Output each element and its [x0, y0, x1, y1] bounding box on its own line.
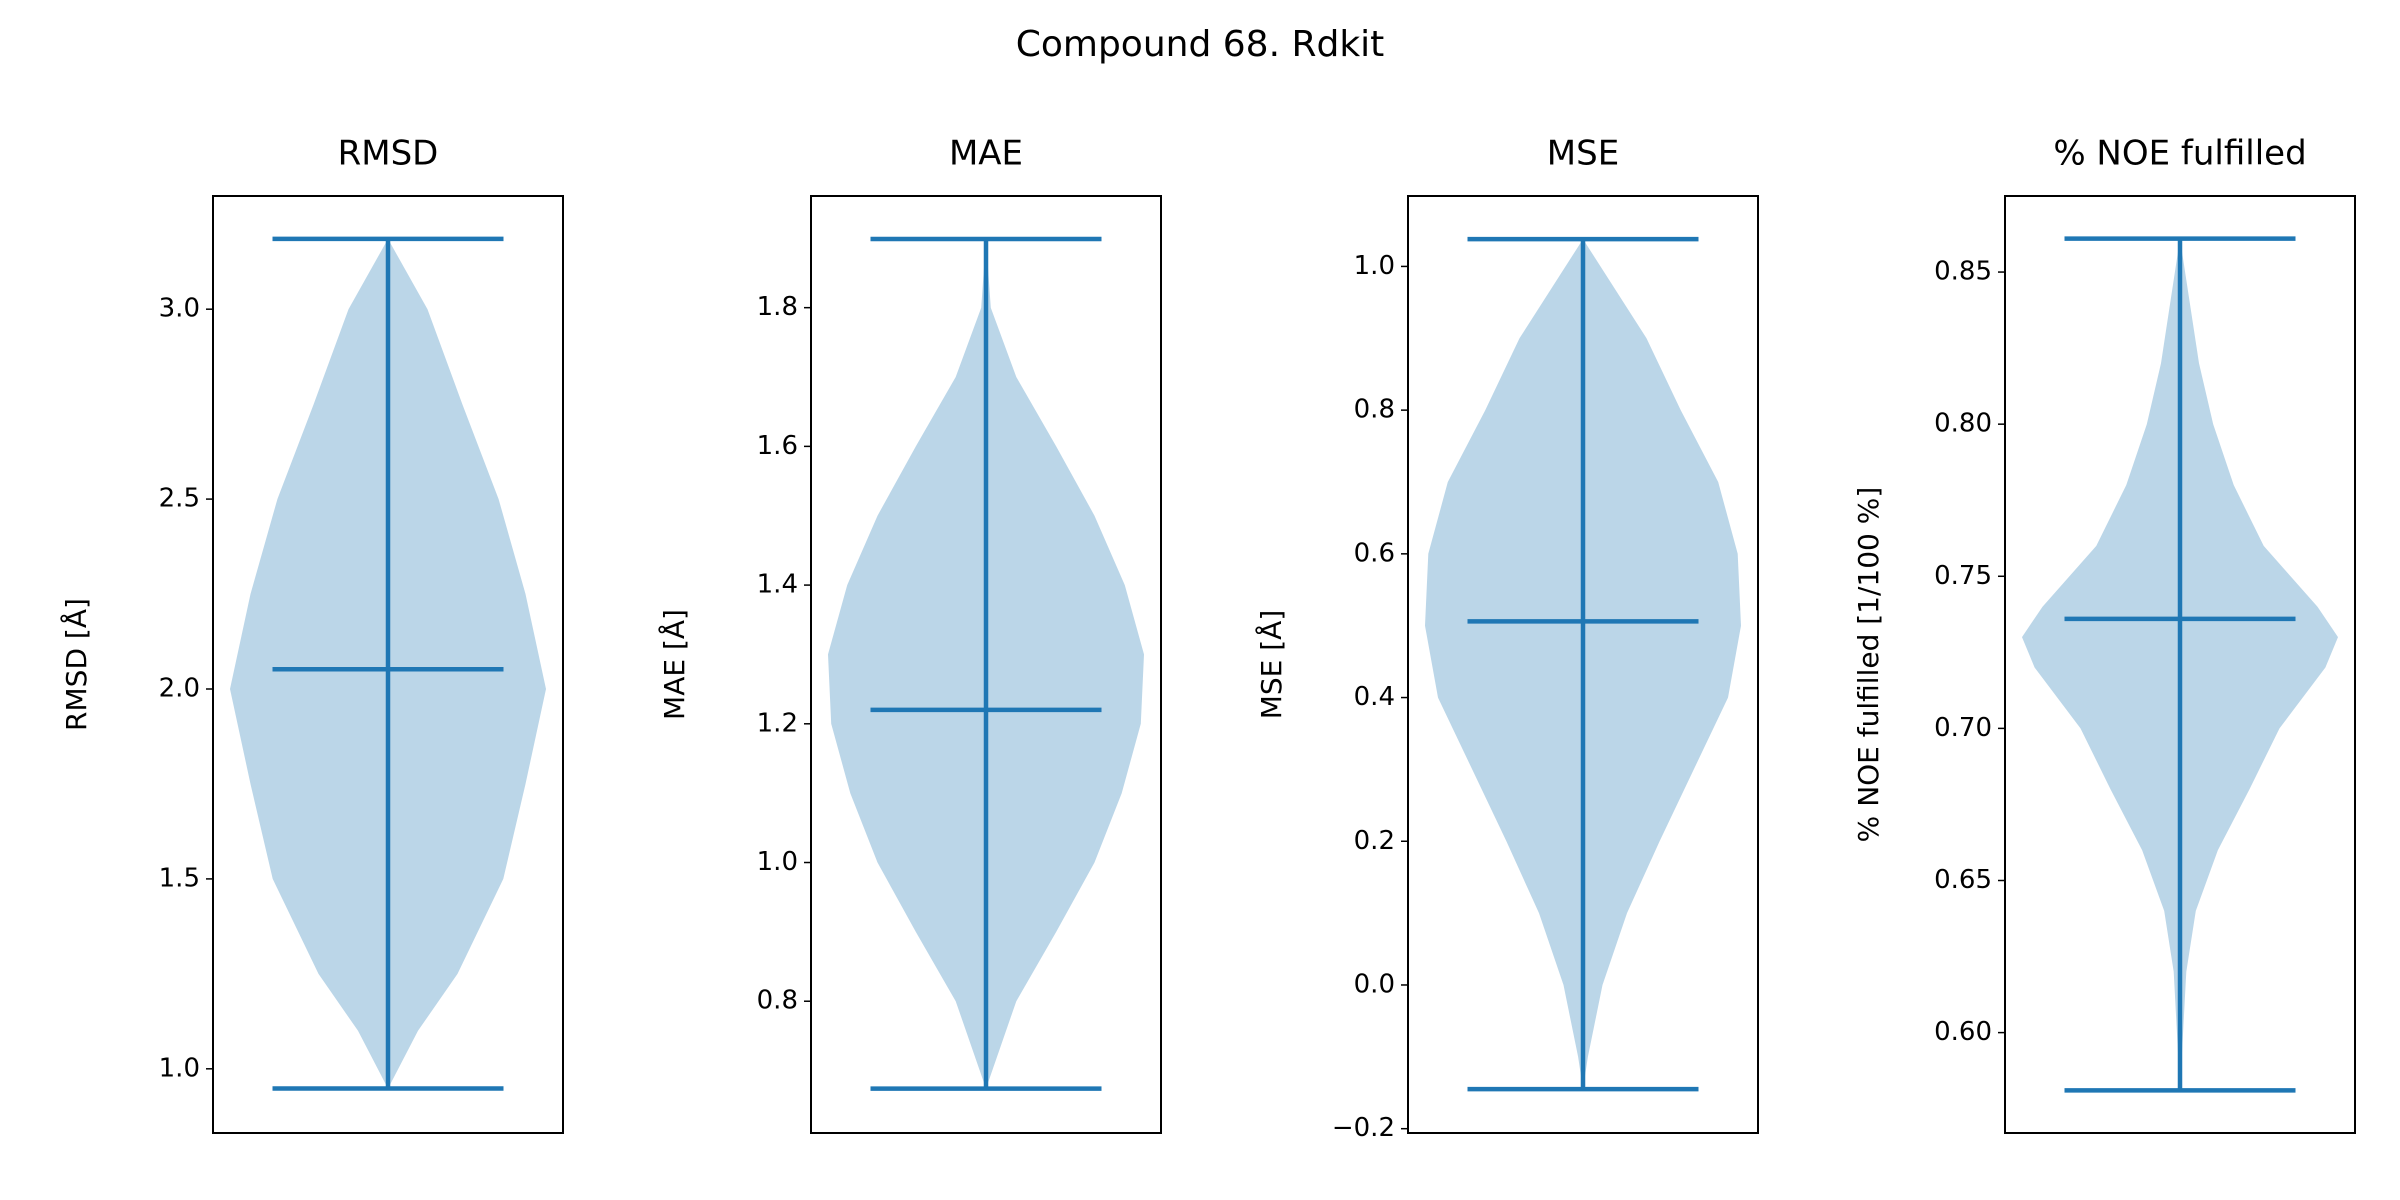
- y-tick-label: 1.4: [757, 570, 798, 600]
- y-tick-label: 0.65: [1934, 865, 1992, 895]
- y-tick-label: 1.2: [757, 708, 798, 738]
- subplot-title: RMSD: [338, 134, 439, 174]
- y-tick-label: 0.4: [1354, 682, 1395, 712]
- subplot-title: MAE: [949, 134, 1023, 174]
- y-tick-label: 1.0: [1354, 251, 1395, 281]
- y-tick-label: 0.8: [1354, 395, 1395, 425]
- y-axis-label: RMSD [Å]: [59, 598, 93, 731]
- axes-frame: [1407, 195, 1759, 1134]
- y-tick-label: 0.80: [1934, 409, 1992, 439]
- figure-title: Compound 68. Rdkit: [1016, 24, 1385, 65]
- y-tick-label: 0.2: [1354, 826, 1395, 856]
- y-tick-label: 1.5: [159, 863, 200, 893]
- y-tick-label: 1.0: [159, 1053, 200, 1083]
- y-tick-label: 1.0: [757, 847, 798, 877]
- y-tick-label: 1.6: [757, 431, 798, 461]
- y-tick-label: 0.75: [1934, 561, 1992, 591]
- subplot-title: % NOE fulfilled: [2053, 134, 2306, 174]
- y-tick-label: 0.85: [1934, 257, 1992, 287]
- y-axis-label: MSE [Å]: [1254, 610, 1288, 720]
- y-tick-label: 0.6: [1354, 538, 1395, 568]
- axes-frame: [810, 195, 1162, 1134]
- axes-frame: [2004, 195, 2356, 1134]
- y-tick-label: 2.5: [159, 484, 200, 514]
- y-axis-label: MAE [Å]: [657, 609, 691, 720]
- y-tick-label: 2.0: [159, 673, 200, 703]
- y-axis-label: % NOE fulfilled [1/100 %]: [1852, 487, 1885, 843]
- y-tick-label: −0.2: [1332, 1113, 1395, 1143]
- y-tick-label: 0.60: [1934, 1017, 1992, 1047]
- subplot-title: MSE: [1547, 134, 1619, 174]
- y-tick-label: 3.0: [159, 294, 200, 324]
- y-tick-label: 0.0: [1354, 969, 1395, 999]
- y-tick-label: 1.8: [757, 292, 798, 322]
- y-tick-label: 0.70: [1934, 713, 1992, 743]
- y-tick-label: 0.8: [757, 986, 798, 1016]
- axes-frame: [212, 195, 564, 1134]
